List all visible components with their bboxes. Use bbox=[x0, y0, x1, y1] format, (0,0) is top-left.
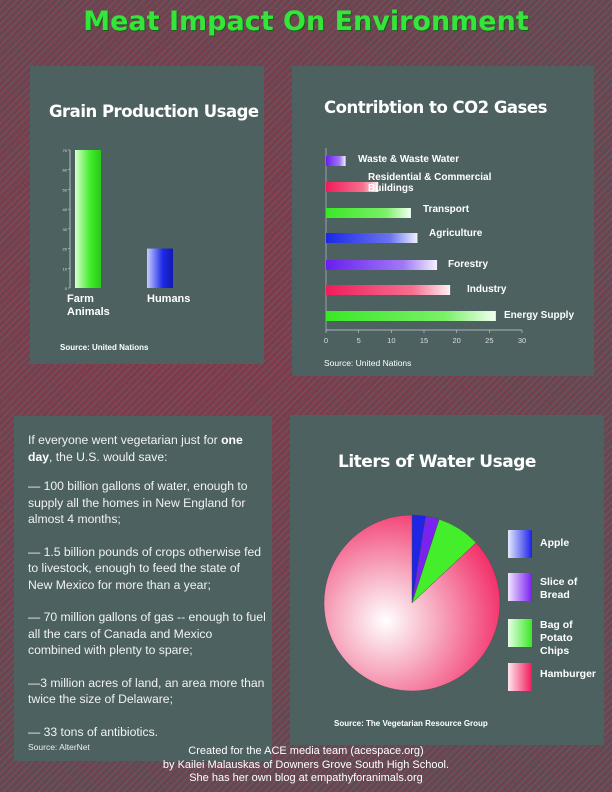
co2-x-tick-label: 30 bbox=[518, 336, 526, 345]
co2-x-tick-label: 0 bbox=[324, 336, 328, 345]
co2-category-label: Industry bbox=[467, 284, 507, 295]
co2-bar bbox=[326, 156, 346, 166]
credit-line-1: Created for the ACE media team (acespace… bbox=[188, 745, 424, 757]
credit-line-2: by Kailei Malauskas of Downers Grove Sou… bbox=[162, 758, 450, 771]
co2-category-label: Forestry bbox=[448, 259, 488, 270]
water-panel: Liters of Water Usage Apple Slice of Brea… bbox=[290, 415, 604, 745]
fact-water: — 100 billion gallons of water, enough t… bbox=[28, 479, 248, 526]
co2-x-tick-label: 10 bbox=[387, 336, 395, 345]
legend-swatch-bread bbox=[508, 573, 532, 601]
grain-bar bbox=[75, 150, 101, 288]
co2-x-tick-label: 25 bbox=[485, 336, 493, 345]
page-title: Meat Impact On Environment bbox=[83, 6, 529, 37]
legend-swatch-apple bbox=[508, 530, 532, 558]
grain-category-label: Humans bbox=[147, 293, 190, 305]
co2-panel: Contribtion to CO2 Gases 0 5 10 15 20 25 30 Was… bbox=[292, 66, 594, 376]
vegetarian-facts: If everyone went vegetarian just for one… bbox=[28, 432, 266, 756]
grain-panel: Grain Production Usage 0 10 20 30 40 50 60 70 Fa… bbox=[30, 66, 264, 364]
fact-antibiotics: — 33 tons of antibiotics. bbox=[28, 724, 159, 739]
vegetarian-source: Source: AlterNet bbox=[28, 742, 90, 752]
credit-line-3: She has her own blog at empathyforanimal… bbox=[189, 772, 423, 784]
legend-chips: Bag of Potato Chips bbox=[508, 619, 610, 658]
grain-y-tick-label: 10 bbox=[63, 266, 68, 271]
grain-source: Source: United Nations bbox=[60, 343, 149, 352]
grain-category-label: Animals bbox=[67, 306, 110, 318]
legend-label-apple: Apple bbox=[540, 537, 570, 549]
grain-y-tick-label: 40 bbox=[63, 207, 68, 212]
co2-bar bbox=[326, 285, 451, 295]
co2-bar bbox=[326, 182, 379, 192]
credits-footer: Created for the ACE media team (acespace… bbox=[120, 745, 492, 786]
legend-label-chips: Bag of Potato Chips bbox=[540, 619, 573, 657]
co2-category-label: Agriculture bbox=[429, 228, 483, 239]
legend-label-bread: Slice of Bread bbox=[540, 576, 578, 601]
water-chart-title: Liters of Water Usage bbox=[338, 452, 536, 472]
grain-bar bbox=[147, 248, 173, 288]
co2-x-tick-label: 15 bbox=[420, 336, 428, 345]
co2-bar bbox=[326, 208, 411, 218]
grain-y-tick-label: 60 bbox=[63, 168, 68, 173]
legend-hamburger: Hamburger bbox=[508, 663, 610, 691]
grain-category-label: Farm bbox=[67, 293, 94, 305]
co2-x-tick-label: 20 bbox=[452, 336, 460, 345]
grain-y-tick-label: 0 bbox=[65, 286, 68, 291]
legend-swatch-chips bbox=[508, 619, 532, 647]
co2-category-label: Buildings bbox=[368, 183, 414, 194]
co2-category-label: Energy Supply bbox=[504, 310, 574, 321]
co2-bar bbox=[326, 233, 418, 243]
grain-chart-title: Grain Production Usage bbox=[49, 102, 259, 121]
co2-chart-title: Contribtion to CO2 Gases bbox=[324, 98, 547, 117]
co2-x-tick-label: 5 bbox=[357, 336, 361, 345]
legend-swatch-hamburger bbox=[508, 663, 532, 691]
co2-bar bbox=[326, 260, 438, 270]
water-pie-slice bbox=[323, 514, 501, 692]
grain-y-tick-label: 70 bbox=[63, 148, 68, 153]
co2-category-label: Waste & Waste Water bbox=[358, 154, 459, 165]
water-source: Source: The Vegetarian Resource Group bbox=[334, 719, 488, 728]
vegetarian-panel: If everyone went vegetarian just for one… bbox=[14, 416, 272, 761]
legend-label-hamburger: Hamburger bbox=[540, 668, 597, 680]
grain-y-tick-label: 30 bbox=[63, 227, 68, 232]
fact-crops: — 1.5 billion pounds of crops otherwise … bbox=[28, 544, 262, 592]
water-chart bbox=[323, 514, 501, 692]
fact-land: —3 million acres of land, an area more t… bbox=[28, 675, 265, 707]
co2-category-label: Residential & Commercial bbox=[368, 172, 492, 183]
legend-apple: Apple bbox=[508, 530, 610, 558]
vegetarian-intro: If everyone went vegetarian just for one… bbox=[28, 433, 243, 464]
fact-gas: — 70 million gallons of gas -- enough to… bbox=[28, 610, 266, 657]
grain-y-tick-label: 50 bbox=[63, 187, 68, 192]
co2-chart: 0 5 10 15 20 25 30 Waste & Waste Water Residenti… bbox=[324, 148, 574, 345]
grain-y-tick-label: 20 bbox=[63, 247, 68, 252]
co2-category-label: Transport bbox=[423, 204, 470, 215]
legend-bread: Slice of Bread bbox=[508, 573, 610, 602]
co2-source: Source: United Nations bbox=[324, 358, 412, 368]
co2-bar bbox=[326, 311, 496, 321]
